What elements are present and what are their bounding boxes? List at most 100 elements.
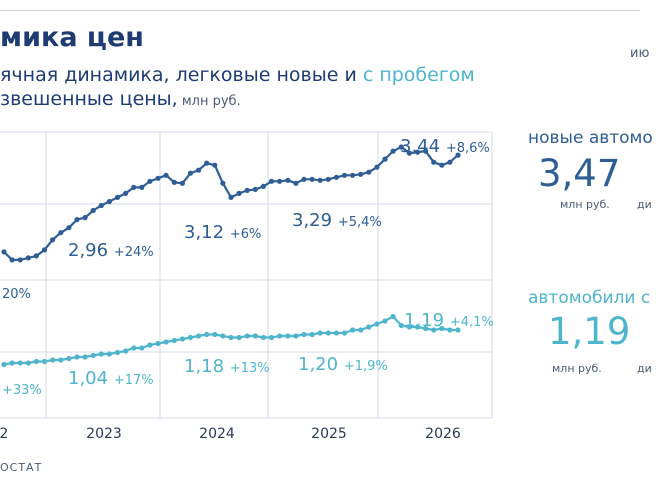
data-point-new — [33, 253, 40, 259]
annotation-change: +17% — [114, 373, 154, 388]
data-point-used — [301, 331, 307, 338]
annotation-value: 1,20 — [298, 354, 344, 375]
data-point-used — [268, 334, 275, 341]
panel-new-unit: млн руб. — [560, 198, 610, 211]
annotation-label: 2,96 +24% — [68, 240, 154, 261]
data-point-new — [114, 194, 121, 200]
data-point-used — [171, 337, 177, 344]
data-point-new — [1, 249, 7, 255]
panel-used-cut: ди — [637, 362, 652, 375]
data-point-new — [358, 171, 364, 177]
annotation-change: +4,1% — [450, 315, 494, 330]
data-point-used — [244, 333, 250, 339]
annotation-value: 2,96 — [68, 240, 114, 261]
data-point-new — [139, 184, 145, 190]
subtitle2-text: звешенные цены, — [0, 88, 178, 110]
subtitle2-unit: млн руб. — [177, 94, 241, 109]
data-point-used — [333, 330, 339, 336]
annotation-label: 1,19 +4,1% — [404, 310, 494, 331]
data-point-used — [155, 340, 161, 347]
annotation-label: 1,18 +13% — [184, 356, 270, 377]
data-point-new — [317, 177, 323, 183]
data-point-used — [366, 324, 372, 330]
data-point-used — [106, 351, 112, 357]
data-point-new — [285, 177, 291, 183]
data-point-new — [163, 172, 169, 178]
chart-subtitle-line2: звешенные цены, млн руб. — [0, 88, 241, 110]
annotation-value: 3,29 — [292, 210, 338, 231]
data-point-used — [455, 327, 461, 333]
data-point-new — [374, 164, 380, 170]
data-point-used — [204, 331, 210, 338]
data-point-new — [293, 180, 299, 186]
data-point-used — [74, 354, 80, 360]
annotation-value: 1,19 — [404, 310, 450, 331]
data-point-used — [41, 358, 48, 365]
data-point-new — [325, 176, 331, 182]
annotation-change: +1,9% — [344, 359, 388, 374]
data-point-new — [123, 190, 129, 196]
data-point-new — [9, 257, 15, 263]
data-point-used — [285, 333, 291, 339]
annotation-value: 3,12 — [184, 222, 230, 243]
chart-subtitle: ячная динамика, легковые новые и с пробе… — [0, 64, 475, 86]
data-point-new — [260, 183, 266, 189]
data-point-used — [398, 322, 404, 329]
data-point-used — [252, 333, 258, 339]
data-point-new — [58, 230, 64, 236]
panel-used-label: автомобили с — [528, 288, 651, 308]
data-point-new — [196, 167, 202, 173]
data-point-used — [382, 318, 388, 324]
annotation-label: +33% — [2, 383, 42, 398]
data-point-new — [204, 160, 210, 166]
data-point-new — [423, 148, 429, 154]
data-point-used — [317, 330, 323, 336]
chart-title: мика цен — [0, 22, 144, 53]
data-point-used — [439, 325, 445, 332]
data-point-used — [66, 355, 72, 362]
data-point-used — [147, 342, 153, 348]
data-point-new — [41, 247, 48, 253]
data-point-used — [114, 349, 121, 356]
data-point-used — [131, 345, 137, 351]
data-point-used — [123, 348, 129, 354]
data-point-new — [90, 207, 96, 214]
annotation-value: 3,44 — [400, 136, 446, 157]
data-point-used — [431, 327, 437, 333]
data-point-new — [333, 174, 339, 180]
data-point-used — [390, 313, 396, 320]
data-point-new — [212, 162, 218, 168]
x-tick-label: 2025 — [311, 426, 347, 442]
data-point-new — [414, 149, 421, 155]
data-point-new — [220, 180, 226, 186]
price-chart: 2 2023 2024 2025 2026 2,96 +24% 3,12 +6% 3,29 +… — [0, 131, 494, 442]
data-point-new — [431, 159, 437, 165]
data-point-used — [82, 354, 88, 360]
data-point-new — [66, 225, 72, 231]
annotation-value: 1,04 — [68, 368, 114, 389]
annotation-label: 3,44 +8,6% — [400, 136, 490, 157]
x-tick-label: 2026 — [425, 426, 461, 442]
data-point-new — [236, 190, 242, 196]
data-point-used — [358, 327, 364, 333]
data-point-used — [179, 336, 185, 342]
data-point-used — [163, 339, 169, 345]
annotation-label: 20% — [2, 287, 31, 302]
data-point-used — [58, 357, 64, 363]
annotation-label: 3,12 +6% — [184, 222, 261, 243]
data-point-new — [171, 179, 177, 185]
panel-new-cut: ди — [637, 198, 652, 211]
annotation-change: +13% — [230, 361, 270, 376]
data-point-new — [390, 148, 396, 154]
annotation-change: +24% — [114, 245, 154, 260]
panel-used-unit: млн руб. — [552, 362, 602, 375]
data-point-used — [98, 351, 104, 357]
data-point-new — [439, 162, 445, 168]
data-point-new — [382, 156, 388, 162]
annotation-label: 1,20 +1,9% — [298, 354, 388, 375]
data-point-used — [228, 334, 234, 341]
data-point-new — [341, 172, 348, 178]
subtitle-accent: с пробегом — [362, 64, 475, 86]
annotation-label: 1,04 +17% — [68, 368, 154, 389]
data-point-new — [406, 150, 412, 156]
